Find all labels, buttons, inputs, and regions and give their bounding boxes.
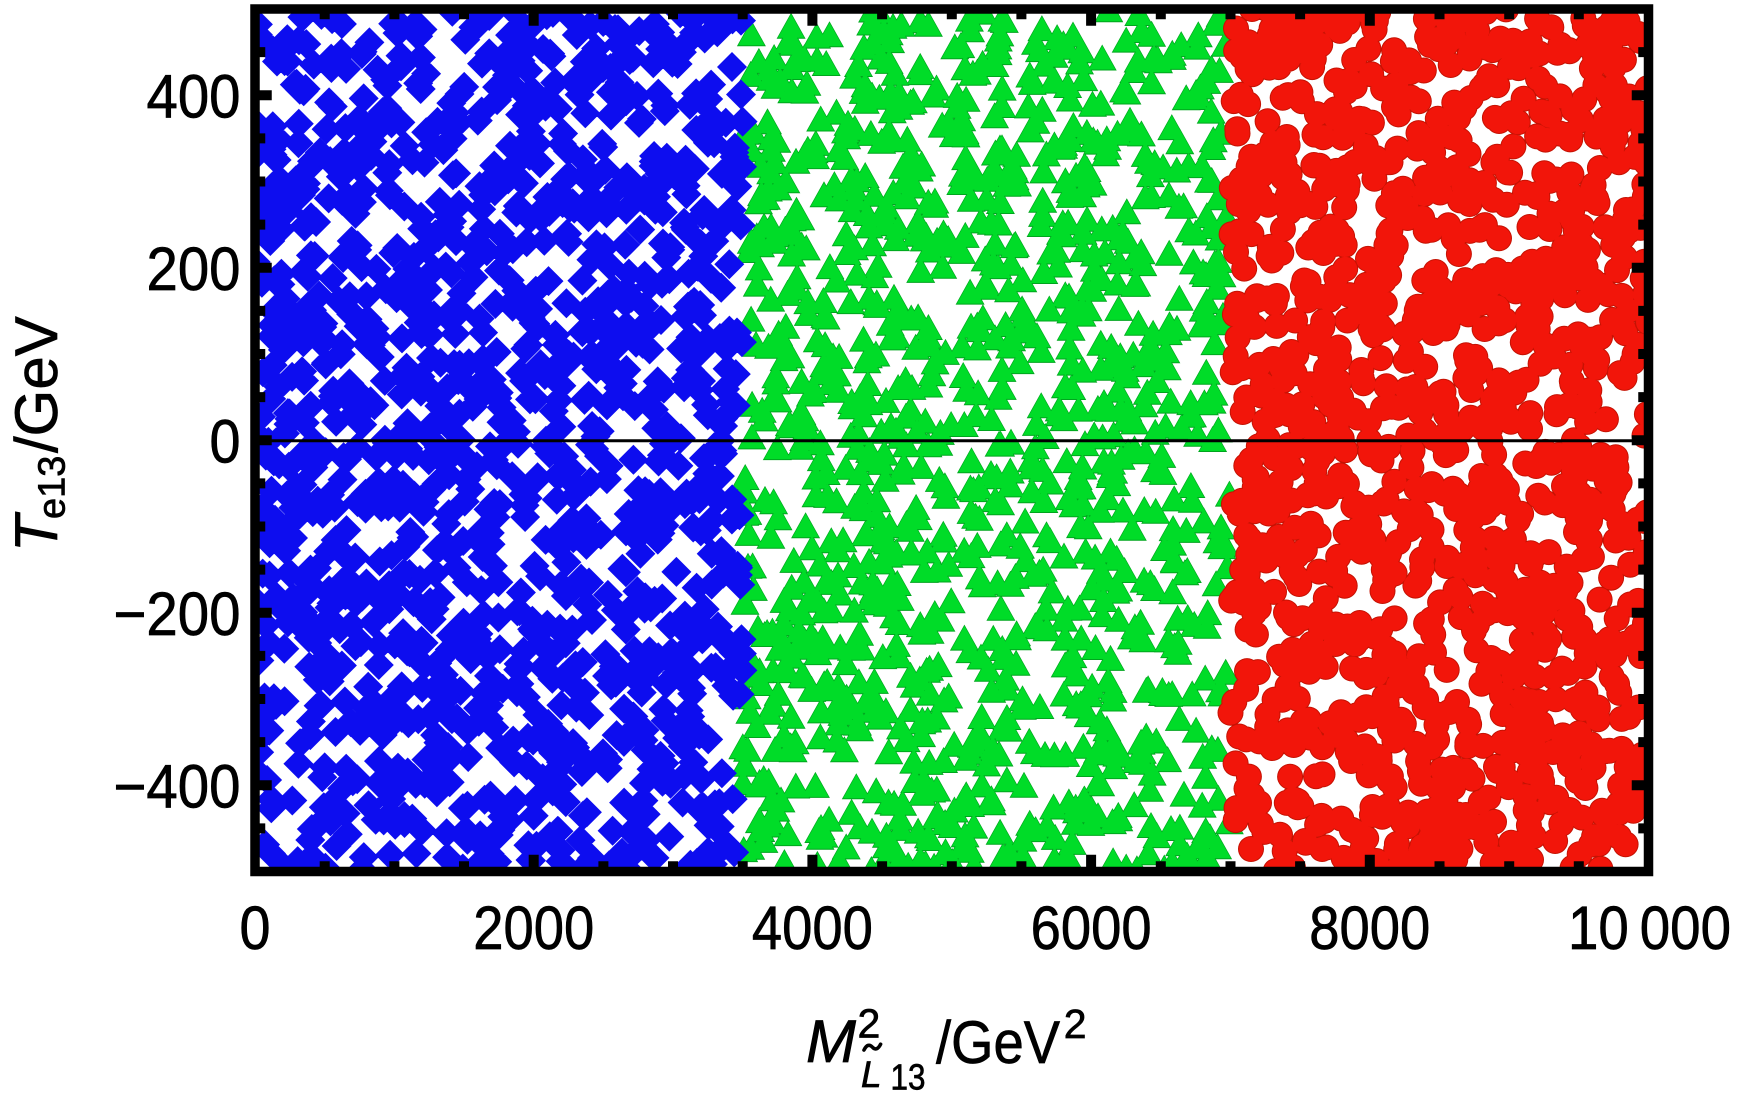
svg-text:0: 0 — [240, 894, 271, 962]
svg-text:2: 2 — [858, 1001, 881, 1047]
svg-text:0: 0 — [210, 407, 241, 475]
svg-text:/GeV: /GeV — [936, 1009, 1060, 1076]
svg-text:−400: −400 — [114, 753, 241, 821]
svg-text:6000: 6000 — [1031, 894, 1152, 962]
svg-text:M: M — [806, 1008, 856, 1075]
svg-text:4000: 4000 — [752, 894, 873, 962]
svg-text:/GeV: /GeV — [3, 316, 70, 453]
svg-text:2: 2 — [1064, 1001, 1087, 1047]
svg-text:400: 400 — [147, 63, 241, 131]
svg-text:−200: −200 — [114, 580, 241, 648]
svg-text:L: L — [861, 1054, 882, 1095]
svg-text:10 000: 10 000 — [1568, 894, 1731, 962]
svg-text:13: 13 — [891, 1057, 926, 1097]
svg-text:8000: 8000 — [1309, 894, 1430, 962]
svg-text:2000: 2000 — [473, 894, 594, 962]
svg-text:e13: e13 — [32, 456, 74, 519]
svg-text:200: 200 — [147, 235, 241, 303]
svg-text:T: T — [3, 511, 70, 552]
